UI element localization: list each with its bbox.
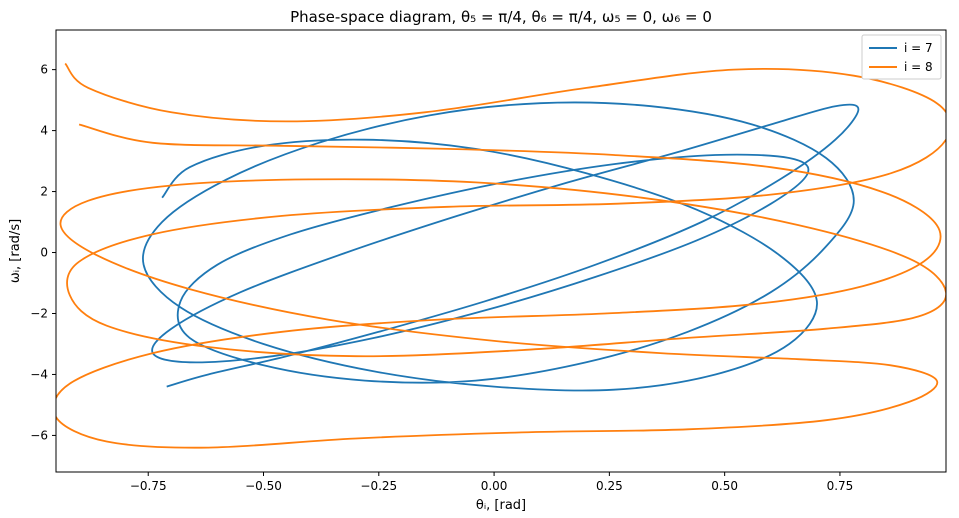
y-tick-label: −2: [30, 306, 48, 320]
x-axis-label: θᵢ, [rad]: [476, 498, 526, 513]
x-tick-label: 0.75: [827, 479, 854, 493]
series-line-2: [56, 62, 946, 449]
legend-label-series-1: i = 7: [904, 41, 933, 55]
x-tick-label: 0.00: [481, 479, 508, 493]
series-line-1: [142, 101, 860, 392]
legend: i = 7 i = 8: [861, 34, 942, 80]
x-tick-label: −0.25: [360, 479, 397, 493]
legend-label-series-2: i = 8: [904, 60, 933, 74]
x-tick-label: −0.75: [130, 479, 167, 493]
series-layer: [56, 62, 946, 449]
x-axis: −0.75 −0.50 −0.25 0.00 0.25 0.50 0.75: [130, 472, 853, 493]
y-tick-label: 4: [40, 124, 48, 138]
plot-frame: [55, 29, 947, 473]
x-tick-label: 0.25: [596, 479, 623, 493]
y-axis: −6 −4 −2 0 2 4 6: [30, 63, 56, 442]
y-axis-label: ωᵢ, [rad/s]: [8, 219, 23, 283]
y-tick-label: −4: [30, 367, 48, 381]
x-tick-label: 0.50: [711, 479, 738, 493]
y-tick-label: −6: [30, 428, 48, 442]
y-tick-label: 2: [40, 185, 48, 199]
y-tick-label: 6: [40, 63, 48, 77]
plot-area: [56, 30, 946, 472]
chart-title: Phase-space diagram, θ₅ = π/4, θ₆ = π/4,…: [290, 8, 712, 26]
y-tick-label: 0: [40, 246, 48, 260]
x-tick-label: −0.50: [245, 479, 282, 493]
